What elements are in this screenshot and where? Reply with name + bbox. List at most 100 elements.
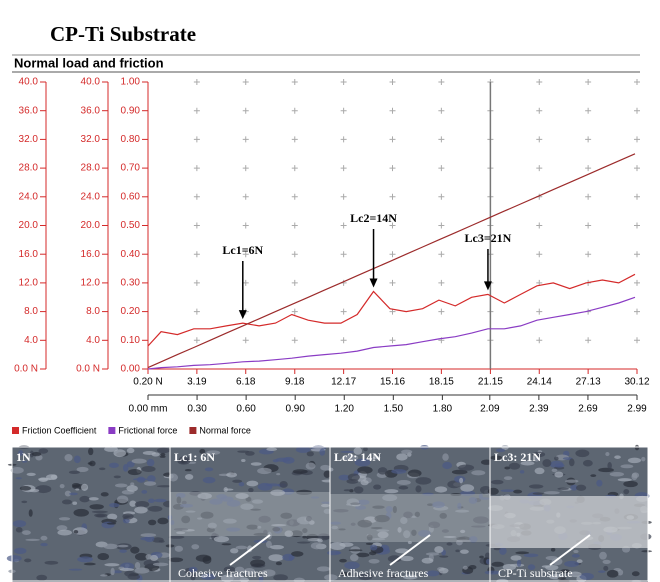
texture [88,462,93,464]
x2-tick-label: 1.20 [335,404,355,415]
texture [579,573,593,580]
texture [232,480,242,483]
texture [117,545,128,548]
normal-tick-label: 0.0 N [14,364,38,375]
texture [89,497,99,500]
texture [75,488,79,490]
micrograph: Lc3: 21NCP-Ti substrate [485,445,653,582]
texture [373,484,381,489]
coefficient-tick-label: 0.40 [121,249,141,260]
texture [542,459,551,467]
texture [369,559,380,564]
texture [544,491,560,494]
texture [133,478,148,480]
texture [130,547,139,554]
x2-tick-label: 1.50 [384,404,404,415]
texture [366,543,373,545]
micrograph-label: 1N [16,450,31,464]
texture [491,480,503,484]
texture [124,571,135,577]
texture [27,473,36,476]
normal-tick-label: 20.0 [19,220,39,231]
texture [123,464,129,472]
frictional-tick-label: 40.0 [81,77,101,88]
texture [64,454,72,461]
texture [29,509,33,516]
texture [22,530,31,535]
texture [60,484,65,488]
figure: CP-Ti Substrate Normal load and friction… [0,0,660,582]
coefficient-tick-label: 0.20 [121,306,141,317]
texture [354,486,364,493]
texture [104,563,119,566]
texture [610,472,624,477]
texture [109,463,119,468]
texture [252,556,261,559]
texture [479,556,484,559]
texture [114,475,121,478]
texture [607,462,611,469]
normal-tick-label: 32.0 [19,134,39,145]
texture [291,551,303,557]
texture [148,520,156,526]
texture [361,480,369,485]
x2-tick-label: 2.09 [480,404,500,415]
texture [628,458,641,463]
x2-tick-label: 1.80 [433,404,453,415]
texture [488,488,499,495]
x-tick-label: 21.15 [478,377,503,388]
texture [89,504,103,509]
texture [596,480,602,487]
texture [533,492,544,495]
texture [276,473,280,475]
texture [348,473,360,480]
legend-swatch [189,427,196,434]
texture [459,478,463,484]
texture [72,502,77,505]
texture [573,550,578,553]
texture [499,547,507,555]
micrograph-label: Lc1: 6N [174,450,215,464]
texture [169,536,185,539]
texture [69,569,83,571]
texture [641,550,652,552]
legend-swatch [12,427,19,434]
x-tick-label: 18.15 [429,377,454,388]
x2-tick-label: 0.60 [236,404,256,415]
texture [157,448,170,454]
texture [439,568,449,574]
normal-tick-label: 28.0 [19,163,39,174]
annotation-label: Lc3=21N [465,231,512,245]
frictional-tick-label: 12.0 [81,278,101,289]
x2-tick-label: 2.99 [627,404,647,415]
texture [185,469,192,471]
scratch-track [490,496,648,548]
texture [115,484,128,488]
texture [273,574,288,581]
texture [73,509,88,517]
texture [40,543,47,546]
normal-tick-label: 40.0 [19,77,39,88]
texture [79,496,89,503]
texture [224,487,228,492]
texture [97,553,109,560]
texture [276,458,291,462]
texture [132,459,147,464]
texture [7,555,22,562]
texture [349,549,363,551]
texture [302,536,306,539]
legend-label: Normal force [199,425,251,435]
x2-tick-label: 2.69 [578,404,598,415]
texture [396,453,407,460]
texture [74,530,79,534]
texture [614,455,621,459]
frictional-tick-label: 8.0 [86,306,100,317]
texture [357,466,372,473]
texture [153,563,168,567]
texture [111,568,115,575]
coefficient-tick-label: 1.00 [121,77,141,88]
texture [555,463,565,467]
texture [572,554,580,558]
texture [329,468,334,472]
texture [598,570,605,573]
